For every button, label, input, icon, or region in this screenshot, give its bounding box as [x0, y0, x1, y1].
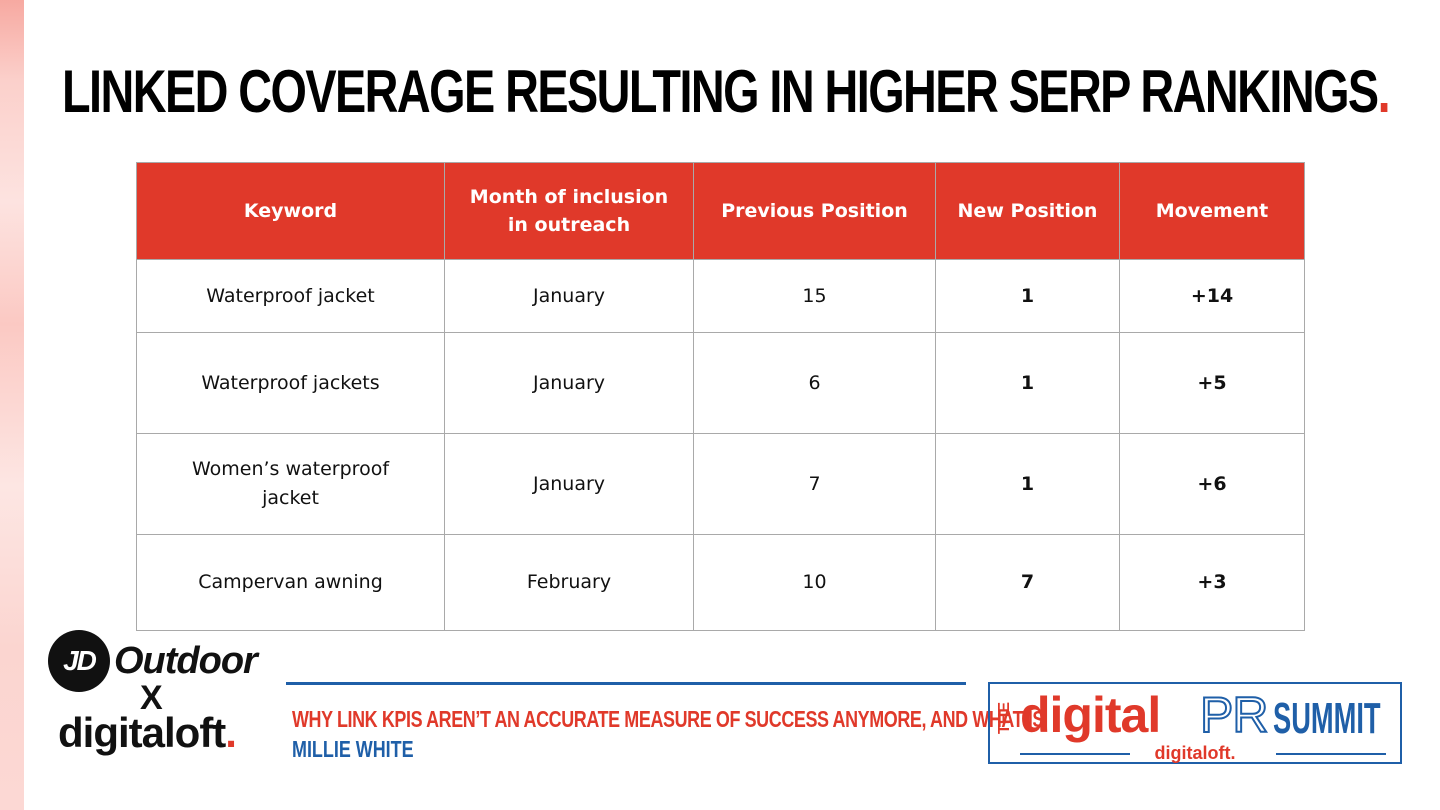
cell-month: January: [444, 332, 694, 434]
talk-title: WHY LINK KPIS AREN’T AN ACCURATE MEASURE…: [292, 706, 1045, 732]
summit-logo-pr: PR: [1199, 686, 1269, 744]
left-decorative-strip: [0, 0, 24, 810]
slide-title: LINKED COVERAGE RESULTING IN HIGHER SERP…: [62, 56, 1391, 128]
header-previous-position: Previous Position: [693, 162, 936, 260]
summit-logo-byline: digitaloft.: [1154, 743, 1236, 763]
cell-previous-position: 7: [693, 433, 936, 535]
summit-logo-summit: SUMMIT: [1273, 694, 1381, 743]
jd-logo-word: Outdoor: [114, 640, 258, 682]
summit-logo-the: THE: [996, 702, 1013, 734]
cell-movement: +6: [1119, 433, 1305, 535]
cell-new-position: 1: [935, 259, 1120, 333]
cell-keyword: Campervan awning: [136, 534, 445, 631]
slide-title-text: LINKED COVERAGE RESULTING IN HIGHER SERP…: [62, 58, 1379, 125]
cell-month: February: [444, 534, 694, 631]
summit-logo-rule-right: [1276, 753, 1386, 755]
collaboration-x-mark: X: [140, 679, 163, 717]
cell-new-position: 1: [935, 332, 1120, 434]
table-row: Women’s waterproof jacket January 7 1 +6: [136, 433, 1305, 535]
header-month: Month of inclusion in outreach: [444, 162, 694, 260]
header-keyword: Keyword: [136, 162, 445, 260]
header-movement: Movement: [1119, 162, 1305, 260]
footer-divider: [286, 682, 966, 685]
cell-new-position: 7: [935, 534, 1120, 631]
cell-new-position: 1: [935, 433, 1120, 535]
serp-rankings-table: Keyword Month of inclusion in outreach P…: [136, 162, 1305, 631]
cell-movement: +5: [1119, 332, 1305, 434]
cell-keyword: Women’s waterproof jacket: [136, 433, 445, 535]
cell-previous-position: 6: [693, 332, 936, 434]
cell-previous-position: 10: [693, 534, 936, 631]
digitaloft-logo: digitaloft.: [58, 708, 237, 758]
speaker-name: MILLIE WHITE: [292, 736, 414, 762]
cell-previous-position: 15: [693, 259, 936, 333]
header-new-position: New Position: [935, 162, 1120, 260]
table-row: Waterproof jackets January 6 1 +5: [136, 332, 1305, 434]
jd-logo-mark: JD: [48, 630, 110, 692]
cell-keyword: Waterproof jacket: [136, 259, 445, 333]
table-header-row: Keyword Month of inclusion in outreach P…: [136, 162, 1305, 260]
digitaloft-dot: .: [225, 709, 237, 756]
cell-movement: +14: [1119, 259, 1305, 333]
table-row: Waterproof jacket January 15 1 +14: [136, 259, 1305, 333]
table-row: Campervan awning February 10 7 +3: [136, 534, 1305, 631]
summit-logo-digital: digital: [1020, 687, 1161, 743]
jd-outdoor-logo: JD Outdoor: [48, 630, 263, 692]
slide-title-dot: .: [1377, 58, 1391, 125]
summit-logo-rule-left: [1020, 753, 1130, 755]
cell-movement: +3: [1119, 534, 1305, 631]
digital-pr-summit-logo: THE digital PR SUMMIT digitaloft.: [988, 682, 1402, 764]
cell-month: January: [444, 433, 694, 535]
cell-month: January: [444, 259, 694, 333]
digitaloft-word: digitaloft: [58, 709, 226, 756]
cell-keyword: Waterproof jackets: [136, 332, 445, 434]
